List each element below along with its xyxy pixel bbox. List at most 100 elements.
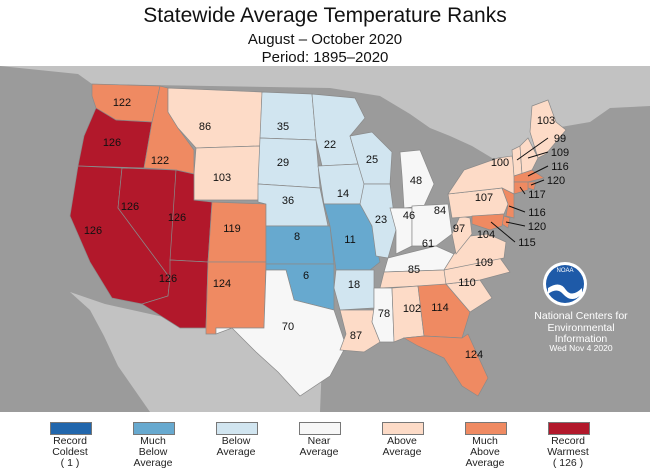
legend-label-near: Near Average xyxy=(299,435,339,458)
state-me xyxy=(529,99,567,159)
state-id xyxy=(143,85,195,175)
rank-label-ne: 36 xyxy=(282,195,294,207)
rank-label-ks: 8 xyxy=(294,231,300,243)
rank-label-nv: 126 xyxy=(121,201,139,213)
rank-label-nh: 109 xyxy=(551,147,569,159)
state-ga xyxy=(417,283,471,339)
noaa-org-line1: National Centers for xyxy=(534,310,628,322)
rank-label-mt: 86 xyxy=(199,121,211,133)
rank-label-fl: 124 xyxy=(465,349,483,361)
noaa-org-line2: Environmental xyxy=(547,321,615,334)
state-ar xyxy=(333,269,375,311)
rank-label-wy: 103 xyxy=(213,172,231,184)
legend-label-much-below: Much Below Average xyxy=(133,435,173,469)
state-tx xyxy=(215,269,347,397)
rank-label-al: 102 xyxy=(403,303,421,315)
legend-swatch-record-warmest xyxy=(548,422,590,435)
legend: Record Coldest( 1 ) Much Below Average Below A… xyxy=(0,412,650,475)
rank-label-tx: 70 xyxy=(282,321,294,333)
rank-label-de: 120 xyxy=(528,221,546,233)
rank-label-ct: 117 xyxy=(528,189,546,201)
rank-label-oh: 84 xyxy=(434,205,446,217)
map-subtitle-period: Period: 1895–2020 xyxy=(261,49,389,66)
noaa-org-line3: Information xyxy=(554,333,608,345)
legend-label-record-coldest: Record Coldest( 1 ) xyxy=(52,435,88,469)
rank-label-wv: 97 xyxy=(453,223,465,235)
rank-label-nc: 109 xyxy=(475,257,493,269)
state-nm xyxy=(205,261,267,335)
state-nh xyxy=(519,137,539,175)
rank-label-ut: 126 xyxy=(168,212,186,224)
rank-label-pa: 107 xyxy=(475,192,493,204)
rank-label-tn: 85 xyxy=(408,264,420,276)
rank-label-vt: 99 xyxy=(554,133,566,145)
noaa-date: Wed Nov 4 2020 xyxy=(549,343,613,353)
rank-label-id: 122 xyxy=(151,155,169,167)
rank-label-il: 23 xyxy=(375,214,387,226)
noaa-logo-bird-icon xyxy=(548,284,582,299)
legend-swatch-below xyxy=(216,422,258,435)
map-subtitle-season: August – October 2020 xyxy=(247,31,403,48)
rank-label-me: 103 xyxy=(537,115,555,127)
rank-label-nd: 35 xyxy=(277,121,289,133)
leader-line-ma xyxy=(527,165,549,177)
rank-label-mn: 22 xyxy=(324,139,336,151)
noaa-org-text: National Centers for Environmental Infor… xyxy=(522,310,640,346)
rank-label-sc: 110 xyxy=(458,277,476,289)
rank-label-va: 104 xyxy=(477,229,495,241)
legend-label-above: Above Average xyxy=(382,435,422,458)
leader-line-ri xyxy=(530,179,545,186)
leader-line-md xyxy=(490,221,516,243)
legend-swatch-above xyxy=(382,422,424,435)
legend-label-much-above: Much Above Average xyxy=(465,435,505,469)
legend-swatch-record-coldest xyxy=(50,422,92,435)
legend-swatch-much-below xyxy=(133,422,175,435)
noaa-logo-text: NOAA xyxy=(556,268,573,274)
rank-label-mi: 48 xyxy=(410,175,422,187)
rank-label-md: 115 xyxy=(518,237,536,249)
leader-line-ct xyxy=(519,186,526,195)
rank-label-ma: 116 xyxy=(551,161,569,173)
rank-label-ok: 6 xyxy=(303,270,309,282)
state-nj xyxy=(501,187,515,219)
rank-label-ia: 14 xyxy=(337,188,349,200)
rank-label-nm: 124 xyxy=(213,278,231,290)
rank-label-nj: 116 xyxy=(528,207,546,219)
state-wv xyxy=(451,215,473,255)
leader-line-nj xyxy=(508,205,526,213)
rank-label-ar: 18 xyxy=(348,279,360,291)
legend-label-record-warmest: Record Warmest( 126 ) xyxy=(547,435,589,469)
state-fl xyxy=(402,333,489,397)
rank-label-ga: 114 xyxy=(431,302,449,314)
rank-label-mo: 11 xyxy=(344,234,355,246)
leader-line-de xyxy=(505,221,526,227)
rank-label-az: 126 xyxy=(159,273,177,285)
mexico-land xyxy=(70,292,322,412)
rank-label-wi: 25 xyxy=(366,154,378,166)
rank-label-or: 126 xyxy=(103,137,121,149)
rank-label-sd: 29 xyxy=(277,157,289,169)
map-title: Statewide Average Temperature Ranks xyxy=(143,4,507,27)
canada-land xyxy=(0,66,650,162)
leader-line-vt xyxy=(516,137,549,161)
rank-label-ca: 126 xyxy=(84,225,102,237)
rank-label-co: 119 xyxy=(223,223,241,235)
legend-label-below: Below Average xyxy=(216,435,256,458)
state-in xyxy=(389,207,413,255)
rank-label-ri: 120 xyxy=(547,175,565,187)
rank-label-ny: 100 xyxy=(491,157,509,169)
state-il xyxy=(359,183,397,259)
rank-label-ky: 61 xyxy=(422,238,434,250)
us-map: 1221261261261228610312612611912435293686… xyxy=(0,66,650,412)
rank-label-in: 46 xyxy=(403,210,415,222)
legend-swatch-near xyxy=(299,422,341,435)
state-wy xyxy=(193,145,261,201)
rank-label-la: 87 xyxy=(350,330,362,342)
rank-label-ms: 78 xyxy=(378,308,390,320)
state-oh xyxy=(411,203,453,247)
leader-line-nh xyxy=(527,151,549,159)
rank-label-wa: 122 xyxy=(113,97,131,109)
legend-swatch-much-above xyxy=(465,422,507,435)
map-area: 122 126 126 126 122 86 103 126 126 119 124 35 29 36 8 6… xyxy=(0,66,650,412)
